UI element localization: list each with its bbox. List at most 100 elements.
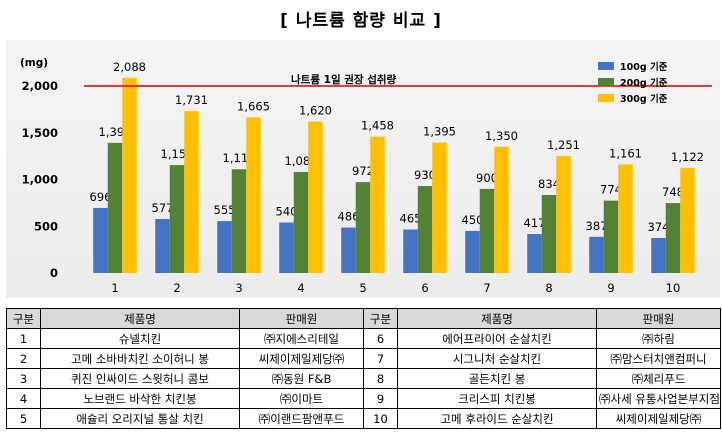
cell-product: 노브랜드 바삭한 치킨봉 (40, 388, 240, 409)
bar-3-2 (184, 111, 199, 274)
data-label: 1,665 (237, 99, 270, 113)
y-tick-label: 500 (34, 219, 58, 233)
data-label: 374 (648, 220, 670, 234)
bar-2-9 (603, 200, 619, 273)
x-tick-label: 6 (421, 281, 428, 295)
table-row: 1 슈넬치킨 ㈜지에스리테일 6 에어프라이어 순살치킨 ㈜하림 (6, 328, 721, 349)
page-title: [ 나트륨 함량 비교 ] (280, 11, 442, 31)
reference-line-label: 나트륨 1일 권장 섭취량 (291, 73, 397, 86)
cell-no: 3 (6, 368, 41, 389)
bar-1-1 (93, 207, 108, 273)
data-label: 1,731 (175, 93, 208, 107)
bar-1-2 (155, 219, 170, 273)
cell-seller: ㈜하림 (596, 328, 721, 349)
cell-product: 시그니처 순살치킨 (397, 348, 597, 369)
bar-1-4 (279, 222, 294, 273)
data-label: 774 (600, 183, 622, 197)
data-label: 417 (524, 216, 546, 230)
x-tick-label: 4 (297, 281, 304, 295)
cell-no: 4 (6, 388, 41, 409)
data-label: 450 (462, 213, 484, 227)
bar-1-7 (465, 230, 480, 273)
data-label: 900 (476, 171, 498, 185)
legend-swatch (598, 94, 614, 102)
cell-no: 10 (363, 408, 398, 429)
bar-2-4 (293, 172, 309, 273)
legend-label: 300g 기준 (620, 93, 668, 105)
table-row: 3 퀴진 인싸이드 스윗허니 콤보 ㈜동원 F&B 8 골든치킨 봉 ㈜체리푸드 (6, 368, 721, 389)
legend-label: 100g 기준 (620, 61, 668, 73)
cell-seller: ㈜사세 유통사업본부지점 (596, 388, 721, 409)
legend-label: 200g 기준 (620, 77, 668, 89)
data-label: 1,122 (671, 150, 704, 164)
table-header-row: 구분 제품명 판매원 구분 제품명 판매원 (6, 308, 721, 329)
bar-1-5 (341, 227, 356, 273)
product-table: 구분 제품명 판매원 구분 제품명 판매원 1 슈넬치킨 ㈜지에스리테일 6 에… (6, 308, 721, 429)
data-label: 1,395 (423, 125, 456, 139)
cell-seller: 씨제이제일제당㈜ (239, 348, 364, 369)
x-tick-label: 5 (359, 281, 366, 295)
bar-2-8 (541, 195, 557, 273)
y-unit-label: (mg) (20, 57, 48, 69)
bar-3-7 (494, 146, 509, 273)
bar-2-7 (479, 188, 495, 273)
data-label: 930 (414, 168, 436, 182)
bar-2-5 (355, 182, 371, 273)
bar-2-6 (417, 186, 433, 273)
bar-3-1 (122, 77, 137, 273)
data-label: 1,620 (299, 104, 332, 118)
data-label: 2,088 (113, 60, 146, 74)
sodium-bar-chart: (mg)05001,0001,5002,0006961,3922,0881577… (20, 57, 712, 295)
data-label: 696 (90, 190, 112, 204)
x-tick-label: 7 (483, 281, 490, 295)
y-tick-label: 1,000 (22, 173, 58, 187)
cell-seller: ㈜이마트 (239, 388, 364, 409)
x-tick-label: 10 (666, 281, 681, 295)
cell-no: 1 (6, 328, 41, 349)
data-label: 1,161 (609, 146, 642, 160)
data-label: 1,251 (547, 138, 580, 152)
x-tick-label: 1 (111, 281, 118, 295)
cell-no: 6 (363, 328, 398, 349)
x-tick-label: 8 (545, 281, 552, 295)
data-label: 540 (276, 205, 298, 219)
cell-seller: ㈜이랜드팜앤푸드 (239, 408, 364, 429)
data-label: 465 (400, 212, 422, 226)
bar-3-10 (680, 168, 695, 273)
header-product-left: 제품명 (40, 308, 240, 329)
x-tick-label: 2 (173, 281, 180, 295)
header-product-right: 제품명 (397, 308, 597, 329)
data-label: 1,350 (485, 129, 518, 143)
cell-seller: ㈜체리푸드 (596, 368, 721, 389)
bar-1-9 (589, 236, 604, 273)
cell-no: 7 (363, 348, 398, 369)
cell-product: 애슐리 오리지널 통살 치킨 (40, 408, 240, 429)
header-seller-left: 판매원 (239, 308, 364, 329)
chart-panel: (mg) 0 500 1,000 1,500 2,000 696 1,392 2,088 1 577… (6, 40, 720, 298)
cell-product: 크리스피 치킨봉 (397, 388, 597, 409)
data-label: 577 (152, 201, 174, 215)
data-label: 1,458 (361, 119, 394, 133)
cell-no: 9 (363, 388, 398, 409)
table-row: 5 애슐리 오리지널 통살 치킨 ㈜이랜드팜앤푸드 10 고메 후라이드 순살치… (6, 408, 721, 429)
data-label: 555 (214, 203, 236, 217)
cell-product: 퀴진 인싸이드 스윗허니 콤보 (40, 368, 240, 389)
cell-no: 8 (363, 368, 398, 389)
bar-3-3 (246, 117, 261, 273)
legend-swatch (598, 78, 614, 86)
legend-swatch (598, 62, 614, 70)
cell-seller: ㈜지에스리테일 (239, 328, 364, 349)
bar-1-8 (527, 234, 542, 273)
bar-3-6 (432, 142, 447, 273)
cell-product: 고메 후라이드 순살치킨 (397, 408, 597, 429)
bar-1-3 (217, 221, 232, 273)
bar-1-6 (403, 229, 418, 273)
table-row: 2 고메 소바바치킨 소이허니 봉 씨제이제일제당㈜ 7 시그니처 순살치킨 ㈜… (6, 348, 721, 369)
cell-seller: ㈜맘스터치앤컴퍼니 (596, 348, 721, 369)
bar-3-8 (556, 156, 571, 273)
data-label: 387 (586, 219, 608, 233)
cell-no: 5 (6, 408, 41, 429)
data-label: 972 (352, 164, 374, 178)
bar-1-10 (651, 238, 666, 273)
bar-2-1 (107, 142, 123, 273)
